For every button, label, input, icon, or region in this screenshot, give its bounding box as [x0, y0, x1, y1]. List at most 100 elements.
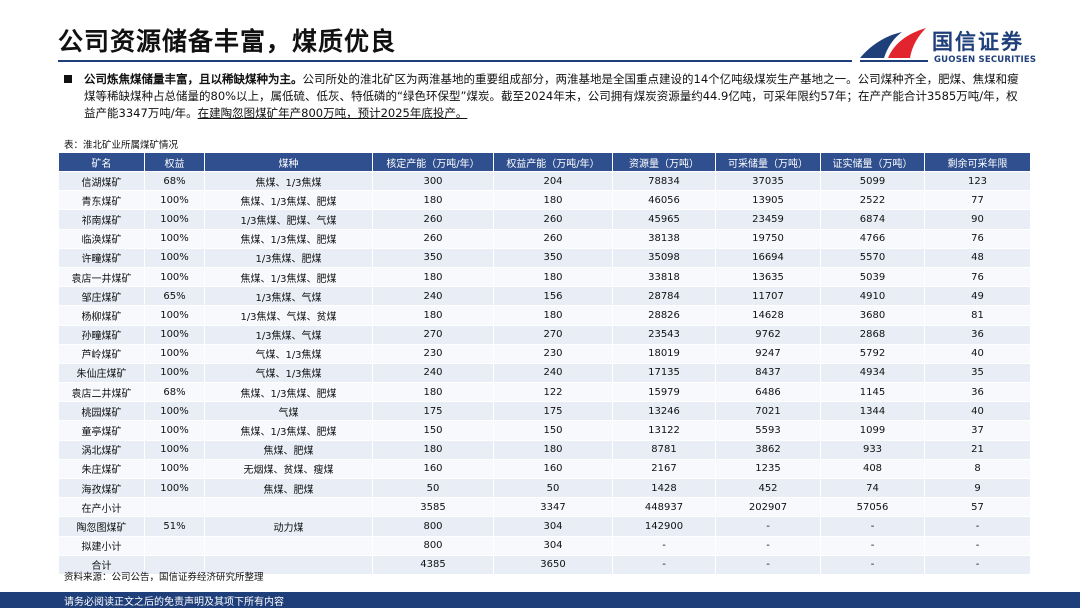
table-cell: 焦煤、1/3焦煤 — [204, 170, 373, 192]
table-cell: 100% — [144, 266, 205, 288]
table-cell: 袁店二井煤矿 — [58, 382, 145, 403]
table-cell: 焦煤、1/3焦煤、肥煤 — [204, 382, 373, 403]
title-divider — [58, 60, 852, 62]
table-cell — [144, 497, 205, 518]
table-cell: 204 — [493, 170, 613, 192]
table-cell: 祁南煤矿 — [58, 209, 145, 230]
table-cell: 21 — [924, 439, 1031, 460]
table-cell: 23459 — [715, 209, 821, 230]
col-header: 可采储量（万吨） — [715, 152, 821, 172]
table-row: 拟建小计 800 304- - - - — [58, 535, 1031, 556]
table-cell: 焦煤、1/3焦煤、肥煤 — [204, 420, 373, 441]
table-cell: 4910 — [820, 286, 925, 307]
table-cell: 23543 — [612, 324, 716, 345]
table-cell: 33818 — [612, 266, 716, 288]
table-cell: 49 — [924, 286, 1031, 307]
table-cell: 100% — [144, 324, 205, 345]
table-cell: 65% — [144, 286, 205, 307]
table-cell: 36 — [924, 382, 1031, 403]
table-cell: 180 — [493, 305, 613, 326]
logo-text-cn: 国信证券 — [932, 30, 1024, 54]
table-cell: 拟建小计 — [58, 535, 145, 556]
table-cell: 202907 — [715, 497, 821, 518]
table-cell: 芦岭煤矿 — [58, 343, 145, 364]
table-cell: 13246 — [612, 401, 716, 422]
table-cell: - — [924, 535, 1031, 556]
table-cell: 81 — [924, 305, 1031, 326]
table-cell: 175 — [372, 401, 494, 422]
table-cell: 2522 — [820, 190, 925, 211]
table-cell: 桃园煤矿 — [58, 401, 145, 422]
table-cell: 袁店一井煤矿 — [58, 266, 145, 288]
table-cell: 800 — [372, 516, 494, 537]
table-cell: 230 — [493, 343, 613, 364]
page-title: 公司资源储备丰富，煤质优良 — [58, 27, 397, 56]
table-cell: 杨柳煤矿 — [58, 305, 145, 326]
table-cell: - — [820, 516, 925, 537]
table-cell: 150 — [372, 420, 494, 441]
table-cell: 74 — [820, 477, 925, 499]
source-note: 资料来源：公司公告，国信证券经济研究所整理 — [64, 572, 264, 583]
table-cell: 1235 — [715, 458, 821, 480]
table-cell: - — [612, 554, 716, 575]
table-cell: 260 — [372, 228, 494, 249]
table-cell: 3650 — [493, 554, 613, 575]
table-cell: 17135 — [612, 362, 716, 384]
table-cell: 3862 — [715, 439, 821, 460]
table-cell: 焦煤、1/3焦煤、肥煤 — [204, 228, 373, 249]
table-cell: 14628 — [715, 305, 821, 326]
table-cell: 408 — [820, 458, 925, 480]
table-cell: 180 — [493, 190, 613, 211]
table-cell: 38138 — [612, 228, 716, 249]
table-cell: 6486 — [715, 382, 821, 403]
table-cell: 1/3焦煤、肥煤 — [204, 247, 373, 268]
table-cell: 8 — [924, 458, 1031, 480]
mines-table: 矿名 权益 煤种 核定产能（万吨/年） 权益产能（万吨/年） 资源量（万吨） 可… — [58, 152, 1031, 575]
table-row: 临涣煤矿 100% 焦煤、1/3焦煤、肥煤 260 260 38138 19750 4766 7… — [58, 228, 1031, 249]
table-cell: 100% — [144, 477, 205, 499]
table-cell: 临涣煤矿 — [58, 228, 145, 249]
table-cell: 16694 — [715, 247, 821, 268]
table-cell: 122 — [493, 382, 613, 403]
col-header: 权益 — [144, 152, 205, 172]
table-cell: 260 — [493, 228, 613, 249]
table-cell — [144, 535, 205, 556]
table-cell: 35 — [924, 362, 1031, 384]
table-cell: 100% — [144, 228, 205, 249]
table-cell: 气煤、1/3焦煤 — [204, 343, 373, 364]
table-cell: 180 — [372, 382, 494, 403]
table-cell: 1344 — [820, 401, 925, 422]
table-cell: 37 — [924, 420, 1031, 441]
table-cell: 270 — [372, 324, 494, 345]
table-caption: 表：淮北矿业所属煤矿情况 — [64, 140, 179, 151]
company-logo: 国信证券 GUOSEN SECURITIES — [858, 24, 1058, 66]
table-cell: 5792 — [820, 343, 925, 364]
table-cell: 2167 — [612, 458, 716, 480]
logo-text-en: GUOSEN SECURITIES — [934, 55, 1037, 65]
table-row: 许疃煤矿 100% 1/3焦煤、肥煤 350 350 35098 16694 5570 48 — [58, 247, 1031, 268]
table-cell — [204, 497, 373, 518]
table-cell: 合计 — [58, 554, 145, 575]
table-cell: 28784 — [612, 286, 716, 307]
table-cell: 448937 — [612, 497, 716, 518]
table-cell: 180 — [493, 439, 613, 460]
table-cell: 40 — [924, 401, 1031, 422]
col-header: 权益产能（万吨/年） — [493, 152, 613, 172]
table-cell: 180 — [372, 190, 494, 211]
table-cell: 156 — [493, 286, 613, 307]
table-cell: 230 — [372, 343, 494, 364]
col-header: 矿名 — [58, 152, 145, 172]
table-cell — [144, 554, 205, 575]
table-cell: 300 — [372, 170, 494, 192]
table-cell: 90 — [924, 209, 1031, 230]
table-cell: 175 — [493, 401, 613, 422]
table-cell: 焦煤、肥煤 — [204, 439, 373, 460]
table-row: 童亭煤矿 100% 焦煤、1/3焦煤、肥煤 150 150 13122 5593 1099 37 — [58, 420, 1031, 441]
table-header-row: 矿名 权益 煤种 核定产能（万吨/年） 权益产能（万吨/年） 资源量（万吨） 可… — [58, 152, 1031, 172]
table-cell: 涡北煤矿 — [58, 439, 145, 460]
table-cell: - — [924, 516, 1031, 537]
table-cell: 9247 — [715, 343, 821, 364]
table-cell: 1099 — [820, 420, 925, 441]
table-cell: 3347 — [493, 497, 613, 518]
table-cell: 100% — [144, 343, 205, 364]
